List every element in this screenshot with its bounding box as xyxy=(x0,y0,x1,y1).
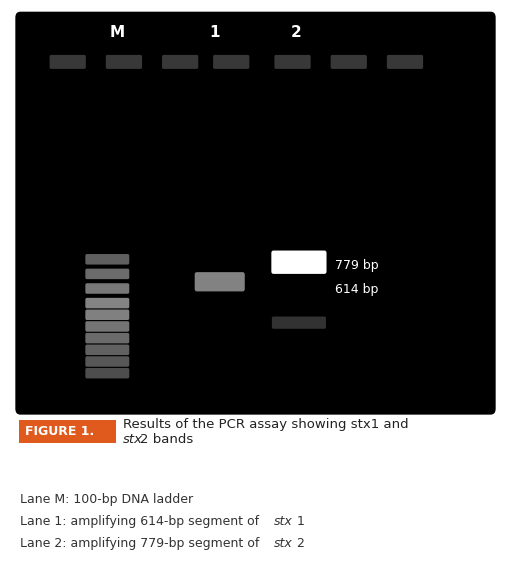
FancyBboxPatch shape xyxy=(85,298,129,308)
FancyBboxPatch shape xyxy=(274,55,311,69)
FancyBboxPatch shape xyxy=(85,321,129,332)
Text: Lane M: 100-bp DNA ladder: Lane M: 100-bp DNA ladder xyxy=(20,493,194,506)
FancyBboxPatch shape xyxy=(106,55,142,69)
FancyBboxPatch shape xyxy=(85,345,129,355)
FancyBboxPatch shape xyxy=(331,55,367,69)
FancyBboxPatch shape xyxy=(85,368,129,378)
Text: 1: 1 xyxy=(210,25,220,40)
Text: Lane 1: amplifying 614-bp segment of: Lane 1: amplifying 614-bp segment of xyxy=(20,515,264,528)
Text: M: M xyxy=(110,25,125,40)
Text: stx: stx xyxy=(273,515,292,528)
FancyBboxPatch shape xyxy=(85,356,129,367)
Text: 779 bp: 779 bp xyxy=(335,259,378,272)
Text: 2: 2 xyxy=(293,537,305,550)
FancyBboxPatch shape xyxy=(271,251,327,274)
Text: FIGURE 1.: FIGURE 1. xyxy=(25,425,94,438)
Text: stx: stx xyxy=(123,433,143,446)
FancyBboxPatch shape xyxy=(85,269,129,279)
Text: 1: 1 xyxy=(293,515,305,528)
FancyBboxPatch shape xyxy=(85,333,129,343)
FancyBboxPatch shape xyxy=(162,55,198,69)
Text: 614 bp: 614 bp xyxy=(335,283,378,296)
FancyBboxPatch shape xyxy=(85,310,129,320)
Text: 2 bands: 2 bands xyxy=(140,433,193,446)
FancyBboxPatch shape xyxy=(19,420,116,443)
FancyBboxPatch shape xyxy=(387,55,423,69)
FancyBboxPatch shape xyxy=(50,55,86,69)
FancyBboxPatch shape xyxy=(85,283,129,294)
Text: 2: 2 xyxy=(291,25,302,40)
Text: Lane 2: amplifying 779-bp segment of: Lane 2: amplifying 779-bp segment of xyxy=(20,537,264,550)
FancyBboxPatch shape xyxy=(85,254,129,265)
FancyBboxPatch shape xyxy=(272,317,326,329)
FancyBboxPatch shape xyxy=(213,55,249,69)
FancyBboxPatch shape xyxy=(15,12,496,415)
Text: stx: stx xyxy=(273,537,292,550)
FancyBboxPatch shape xyxy=(195,272,245,291)
Text: Results of the PCR assay showing stx1 and: Results of the PCR assay showing stx1 an… xyxy=(123,418,408,431)
